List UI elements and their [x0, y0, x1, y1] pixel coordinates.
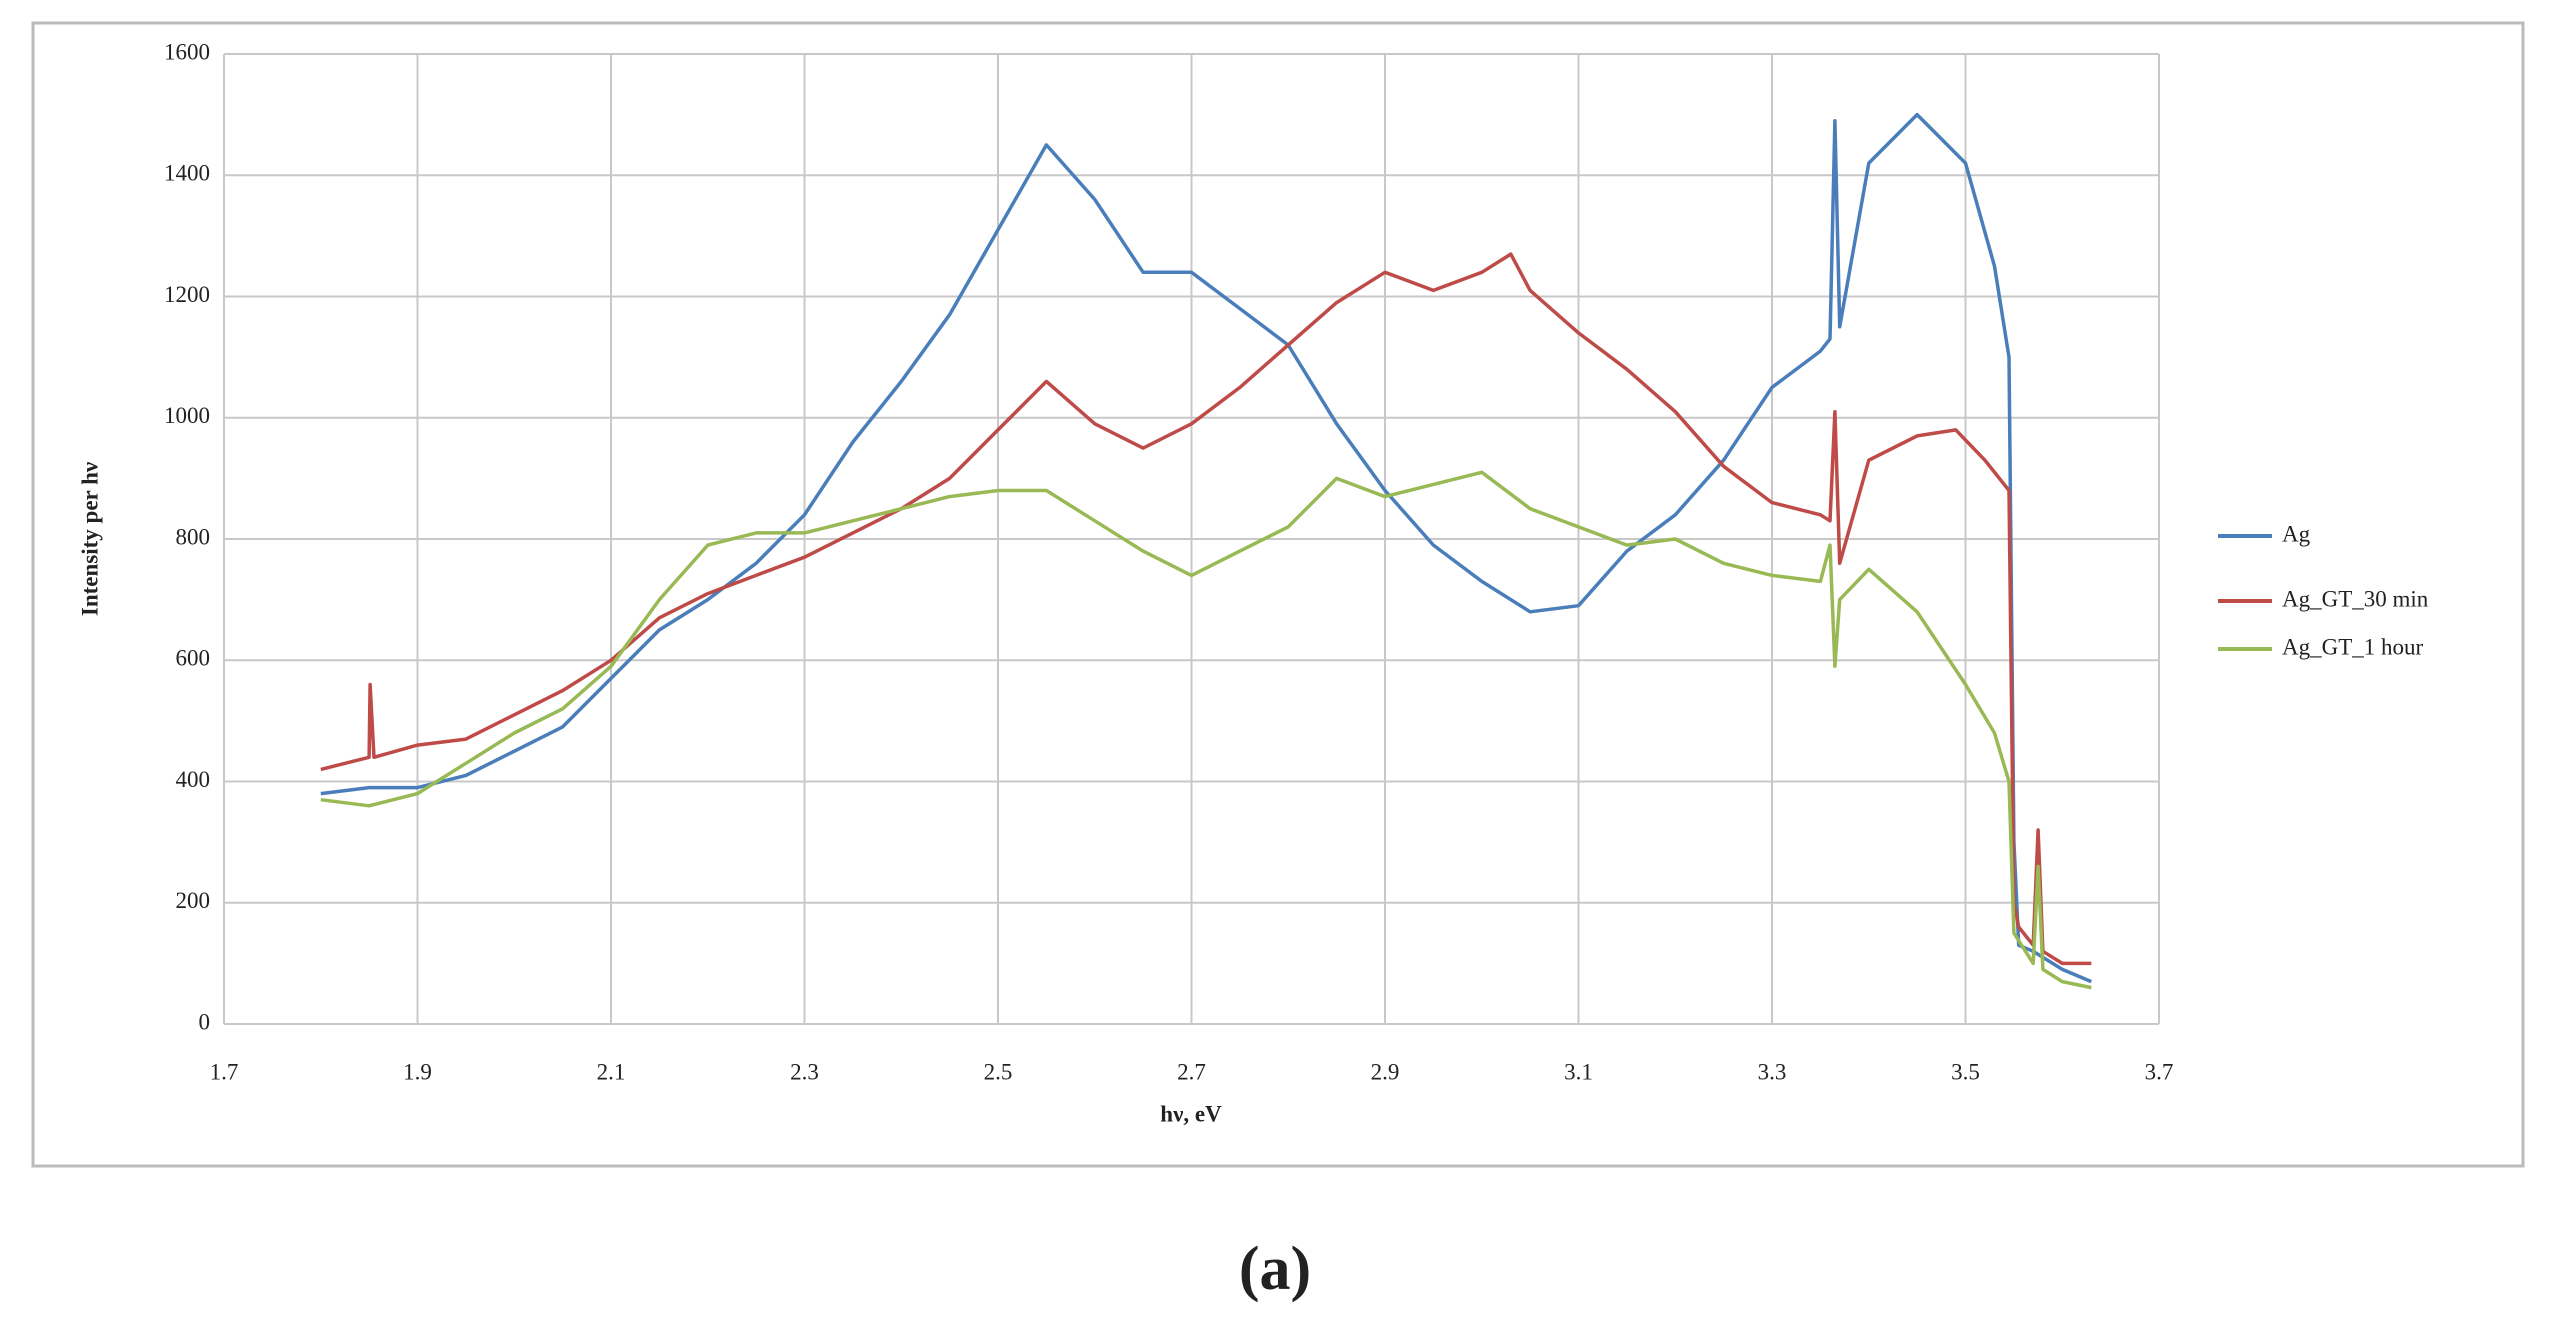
series-line [320, 252, 2092, 966]
y-axis-title: Intensity per hν [77, 462, 102, 616]
caption: (a) [1239, 1235, 1311, 1303]
y-tick-label: 400 [176, 767, 211, 792]
x-tick-label: 2.9 [1371, 1059, 1400, 1084]
x-axis-title: hν, eV [1160, 1101, 1222, 1126]
x-tick-label: 2.3 [790, 1059, 819, 1084]
x-tick-label: 1.7 [210, 1059, 239, 1084]
x-tick-label: 3.1 [1564, 1059, 1593, 1084]
x-tick-label: 3.3 [1758, 1059, 1787, 1084]
x-tick-label: 1.9 [403, 1059, 432, 1084]
x-tick-label: 3.7 [2145, 1059, 2174, 1084]
x-tick-label: 3.5 [1951, 1059, 1980, 1084]
x-tick-label: 2.1 [597, 1059, 626, 1084]
legend-label: Ag [2282, 521, 2311, 546]
series-line [320, 470, 2092, 990]
y-tick-label: 1200 [164, 282, 210, 307]
y-tick-label: 1400 [164, 161, 210, 186]
y-tick-label: 800 [176, 524, 211, 549]
y-tick-label: 1600 [164, 39, 210, 64]
legend-label: Ag_GT_1 hour [2282, 634, 2424, 659]
series-line [320, 112, 2092, 984]
y-tick-label: 0 [199, 1009, 211, 1034]
y-tick-label: 600 [176, 646, 211, 671]
y-tick-label: 200 [176, 888, 211, 913]
x-tick-label: 2.7 [1177, 1059, 1206, 1084]
legend-label: Ag_GT_30 min [2282, 586, 2429, 611]
y-tick-label: 1000 [164, 403, 210, 428]
x-tick-label: 2.5 [984, 1059, 1013, 1084]
chart-frame [31, 21, 2525, 1168]
